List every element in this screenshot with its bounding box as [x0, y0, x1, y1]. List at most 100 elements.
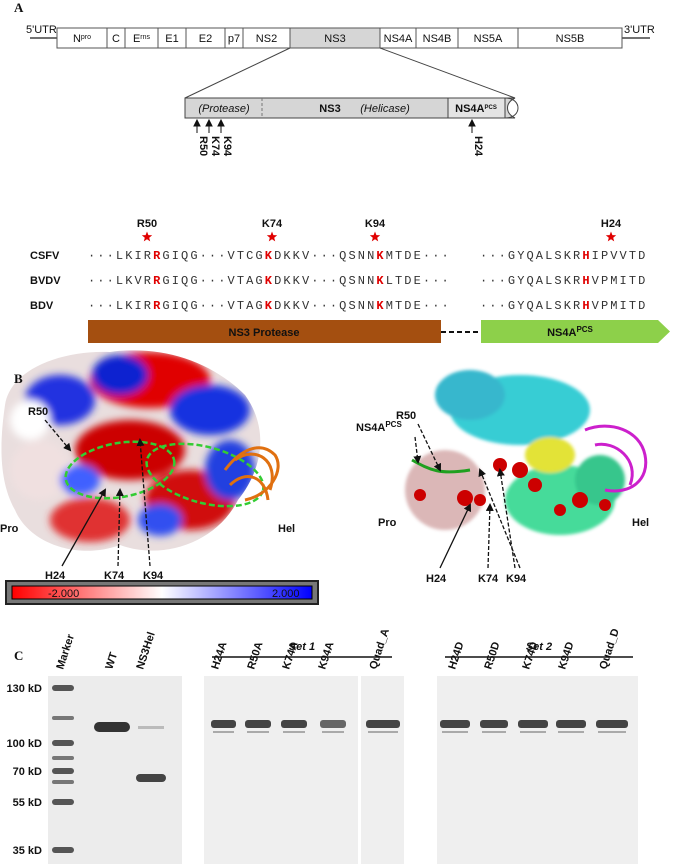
lane-label: Marker [54, 632, 77, 671]
segment-label-sup: pro [81, 34, 91, 41]
sequence-segment: ···GYQALSKR [480, 299, 582, 313]
key-residue: R [153, 274, 162, 288]
utr-label: 3'UTR [624, 24, 655, 36]
lane-label: R50D [482, 640, 502, 671]
residue-label: K74 [104, 570, 125, 582]
utr-label: 5'UTR [26, 24, 57, 36]
scale-gradient [11, 585, 313, 600]
sequence-segment: VPMITD [592, 274, 648, 288]
sequence: ···LKIRRGIQG···VTCGKDKKV···QSNNKMTDE··· [88, 249, 451, 263]
lane-label: H24A [209, 640, 229, 671]
gel-band [52, 756, 74, 760]
segment-label-base: C [112, 33, 120, 45]
zoom-line [184, 47, 291, 99]
segment-label-sup: rns [140, 34, 150, 41]
domain-label: Hel [632, 517, 649, 529]
bar-label-base: NS4A [547, 327, 576, 339]
set-title: Set 1 [289, 641, 315, 653]
gel-band [558, 731, 584, 733]
pointer-arrow [44, 419, 72, 452]
gel-band [556, 720, 586, 728]
gel-band [52, 716, 74, 720]
sequence: ···LKVRRGIQG···VTAGKDKKV···QSNNKLTDE··· [88, 274, 451, 288]
residue-star [141, 231, 153, 242]
residue-star [605, 231, 617, 242]
residue-label: K94 [143, 570, 164, 582]
residue-label: R50 [197, 136, 209, 156]
sequence-segment: ···GYQALSKR [480, 249, 582, 263]
mw-label: 100 kD [7, 738, 43, 750]
gel-band [52, 799, 74, 805]
residue-header: K94 [365, 218, 386, 230]
species-label: BVDV [30, 275, 61, 287]
residue-label: K74 [209, 136, 221, 157]
ns3-bar [184, 97, 516, 119]
domain-label-sup: PCS [385, 420, 402, 429]
lane-label: Quad_A [367, 627, 391, 671]
sequence-segment: ···LKVR [88, 274, 153, 288]
lane-label: H24D [446, 640, 466, 671]
gel-band [368, 731, 398, 733]
segment-label-base: N [73, 33, 81, 45]
pointer-arrow [496, 468, 516, 569]
mw-label: 130 kD [7, 683, 43, 695]
segment-label-base: E1 [165, 33, 178, 45]
gel-band [211, 720, 236, 728]
residue-label: K94 [506, 573, 527, 585]
gel-band [136, 774, 166, 782]
domain-label: NS4APCS [356, 420, 402, 435]
key-residue: H [582, 274, 591, 288]
species-label: BDV [30, 300, 54, 312]
gel-band [52, 740, 74, 746]
segment-label-base: NS5B [556, 33, 585, 45]
key-residue: K [265, 249, 274, 263]
residue-star [369, 231, 381, 242]
domain-label: NS3 [319, 103, 340, 115]
zoom-line [379, 47, 516, 99]
key-residue: K [265, 274, 274, 288]
gel-band [440, 720, 470, 728]
gel-band [245, 720, 271, 728]
key-residue: R [153, 299, 162, 313]
residue-label: K74 [478, 573, 499, 585]
sequence-segment: VPMITD [592, 299, 648, 313]
gel-band [283, 731, 305, 733]
segment-label: Npro [73, 33, 91, 45]
residue-label: H24 [45, 570, 66, 582]
pointer-arrow [485, 503, 494, 569]
scale-label: -2.000 [48, 588, 79, 600]
sequence-segment: GIQG···VTAG [162, 274, 264, 288]
residue-header: H24 [601, 218, 622, 230]
bar-label: NS4APCS [547, 325, 593, 340]
key-residue: R [153, 249, 162, 263]
segment-label: NS5A [474, 33, 503, 45]
mw-label: 35 kD [13, 845, 42, 857]
segment-label-base: p7 [228, 33, 240, 45]
pointer-arrow [413, 436, 422, 464]
gel-band [52, 847, 74, 853]
residue-arrow [468, 118, 476, 133]
pointer-arrow [439, 503, 472, 569]
mw-label: 55 kD [13, 797, 42, 809]
domain-label: (Helicase) [360, 103, 410, 115]
key-residue: K [265, 299, 274, 313]
sequence: ···GYQALSKRHVPMITD [480, 274, 647, 288]
sequence: ···GYQALSKRHVPMITD [480, 299, 647, 313]
gel-band [518, 720, 548, 728]
segment-label-base: E [133, 33, 140, 45]
residue-label: K94 [221, 136, 233, 157]
sequence-segment: ···GYQALSKR [480, 274, 582, 288]
residue-header: R50 [137, 218, 157, 230]
gel-band [598, 731, 626, 733]
key-residue: K [376, 274, 385, 288]
panel-label: C [14, 648, 23, 663]
ns4a-box [447, 97, 506, 119]
gel-band [442, 731, 468, 733]
segment-label: NS2 [256, 33, 277, 45]
ns4a-bar [481, 320, 670, 343]
sequence-segment: GIQG···VTAG [162, 299, 264, 313]
residue-arrow [205, 118, 213, 133]
residue-label: H24 [472, 136, 484, 157]
sequence: ···GYQALSKRHIPVVTD [480, 249, 647, 263]
